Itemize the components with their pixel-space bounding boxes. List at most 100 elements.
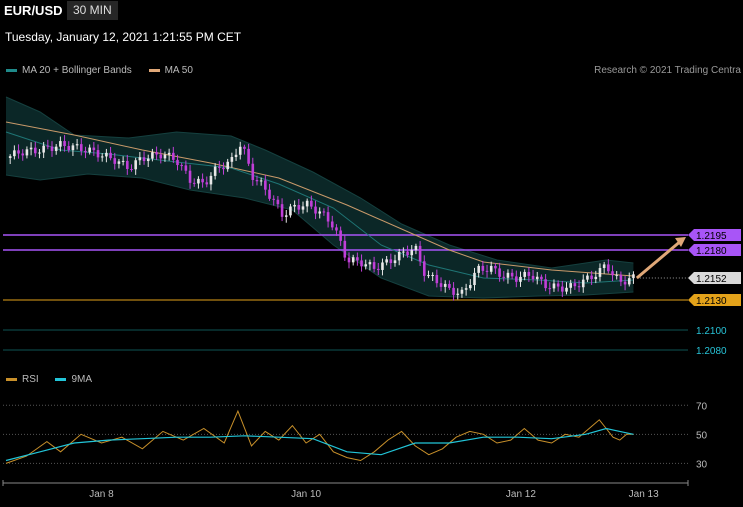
candle-body: [17, 150, 20, 154]
candle-body: [385, 259, 388, 263]
candle-body: [552, 283, 556, 289]
candle-body: [314, 206, 317, 214]
symbol-label[interactable]: EUR/USD: [4, 3, 63, 18]
rsi-line: [5, 409, 634, 464]
candle-body: [360, 260, 363, 267]
candle-body: [230, 157, 234, 162]
legend-ma20: MA 20 + Bollinger Bands: [6, 65, 132, 76]
x-tick-label-0: Jan 8: [89, 489, 114, 500]
candle-body: [75, 144, 79, 146]
rsi-legend: RSI 9MA: [6, 374, 106, 385]
candle-body: [251, 163, 255, 180]
candle-body: [632, 274, 635, 279]
candle-body: [180, 165, 183, 167]
candle-body: [330, 221, 334, 228]
candle-body: [586, 275, 589, 280]
candle-body: [627, 278, 631, 285]
legend-rsi-ma-swatch: [55, 377, 67, 381]
rsi-level-label-2: 30: [696, 459, 708, 470]
candle-body: [38, 152, 41, 154]
candle-body: [176, 159, 179, 166]
candle-body: [79, 144, 83, 151]
research-credit: Research © 2021 Trading Centra: [594, 65, 741, 76]
candle-body: [347, 257, 351, 263]
forecast-arrow-shaft: [635, 238, 683, 280]
candle-body: [42, 145, 45, 153]
legend-rsi-swatch: [6, 377, 17, 381]
candle-body: [602, 264, 606, 269]
legend-rsi: RSI: [6, 374, 39, 385]
candle-body: [184, 165, 188, 171]
candle-body: [326, 212, 330, 222]
candle-body: [427, 275, 430, 277]
candle-body: [381, 262, 384, 270]
x-tick-label-1: Jan 10: [291, 489, 321, 500]
candle-body: [485, 270, 489, 272]
candle-body: [590, 275, 593, 280]
candle-body: [50, 146, 54, 151]
candle-body: [121, 160, 125, 162]
candle-body: [318, 211, 322, 214]
main-legend: MA 20 + Bollinger Bands MA 50: [6, 65, 207, 76]
candle-body: [243, 146, 246, 149]
candle-body: [67, 146, 71, 151]
candle-body: [343, 240, 347, 258]
ma50-line: [5, 121, 634, 277]
candle-body: [339, 230, 342, 241]
level-tag-1: [688, 244, 741, 256]
candle-body: [494, 265, 497, 269]
candle-body: [84, 150, 87, 153]
level-label-5: 1.2080: [696, 346, 727, 357]
candle-body: [410, 250, 414, 256]
candle-body: [71, 145, 75, 151]
candle-body: [155, 152, 158, 155]
candle-body: [414, 245, 418, 251]
candle-body: [448, 283, 451, 288]
candle-body: [456, 293, 460, 295]
candle-body: [142, 157, 146, 162]
candle-body: [544, 279, 547, 289]
candle-body: [226, 161, 229, 170]
candle-body: [126, 160, 129, 169]
legend-ma50: MA 50: [148, 65, 193, 76]
candle-body: [146, 158, 150, 162]
rsi-ma-line: [5, 427, 634, 462]
candle-body: [264, 180, 267, 190]
candle-body: [167, 152, 171, 155]
candle-body: [293, 204, 296, 207]
level-label-2: 1.2152: [696, 274, 727, 285]
candle-body: [548, 288, 552, 290]
candle-body: [151, 152, 154, 159]
candle-body: [88, 147, 91, 153]
candle-body: [623, 281, 627, 285]
candle-body: [531, 275, 535, 280]
candle-body: [209, 175, 213, 185]
candle-body: [272, 198, 276, 200]
candle-body: [565, 287, 568, 292]
candle-body: [33, 147, 37, 154]
forecast-arrow-head: [675, 237, 686, 247]
candle-body: [255, 179, 259, 182]
timeframe-button[interactable]: 30 MIN: [67, 1, 118, 20]
candle-body: [301, 206, 305, 210]
candle-body: [63, 141, 66, 147]
candle-body: [619, 274, 623, 282]
candle-body: [598, 268, 602, 277]
candle-body: [431, 274, 434, 276]
legend-rsi-ma-label: 9MA: [71, 374, 93, 385]
candle-body: [372, 262, 376, 269]
candle-body: [356, 257, 359, 261]
candle-body: [310, 200, 313, 207]
candle-body: [222, 167, 225, 170]
legend-ma50-swatch: [148, 68, 160, 72]
candle-body: [577, 286, 581, 288]
candle-body: [418, 245, 422, 262]
legend-ma50-label: MA 50: [164, 65, 193, 76]
x-tick-label-2: Jan 12: [506, 489, 536, 500]
candle-body: [163, 154, 167, 159]
level-label-4: 1.2100: [696, 326, 727, 337]
candle-body: [510, 272, 514, 277]
candle-body: [21, 153, 25, 156]
candle-body: [96, 150, 100, 158]
